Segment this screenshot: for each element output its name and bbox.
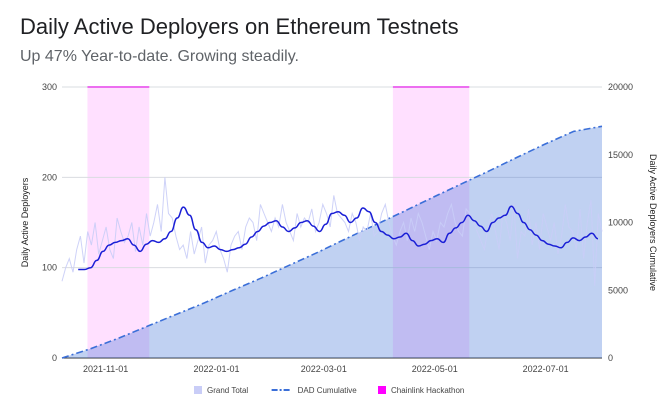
legend-swatch[interactable] [194,386,202,394]
y-left-tick-label: 300 [42,82,57,92]
average-series [78,205,599,271]
daily-series [61,177,603,286]
x-tick-label: 2022-01-01 [194,364,240,374]
cumulative-area [61,125,603,359]
x-tick-label: 2021-11-01 [83,364,128,374]
y-right-tick-label: 20000 [608,82,633,92]
legend-label[interactable]: DAD Cumulative [298,386,358,395]
x-tick-label: 2022-03-01 [301,364,347,374]
grid-lines [62,86,602,359]
legend[interactable]: Grand Total DAD Cumulative Chainlink Hacka… [194,386,464,395]
y-right-tick-label: 0 [608,353,613,363]
legend-label[interactable]: Chainlink Hackathon [391,386,464,395]
x-tick-label: 2022-07-01 [523,364,569,374]
average-line [78,205,599,271]
y-right-tick-label: 15000 [608,150,633,160]
y-right-tick-label: 5000 [608,285,628,295]
y-right-axis-title: Daily Active Deployers Cumulative [648,154,658,291]
y-left-tick-label: 0 [52,353,57,363]
legend-label[interactable]: Grand Total [207,386,248,395]
chart-title: Daily Active Deployers on Ethereum Testn… [20,14,459,39]
axes: 0 100 200 300 0 5000 10000 15000 20000 2021-11-01… [20,82,658,374]
highlight-band-2 [392,87,470,358]
y-left-tick-label: 100 [42,263,57,273]
grand-total-line [61,177,603,286]
y-left-axis-title: Daily Active Deployers [20,177,30,267]
cumulative-area-fill [62,126,602,358]
legend-swatch[interactable] [378,386,386,394]
cumulative-line [61,125,603,359]
x-tick-label: 2022-05-01 [412,364,458,374]
y-right-tick-label: 10000 [608,218,633,228]
y-left-tick-label: 200 [42,172,57,182]
chart-subtitle: Up 47% Year-to-date. Growing steadily. [20,48,299,65]
